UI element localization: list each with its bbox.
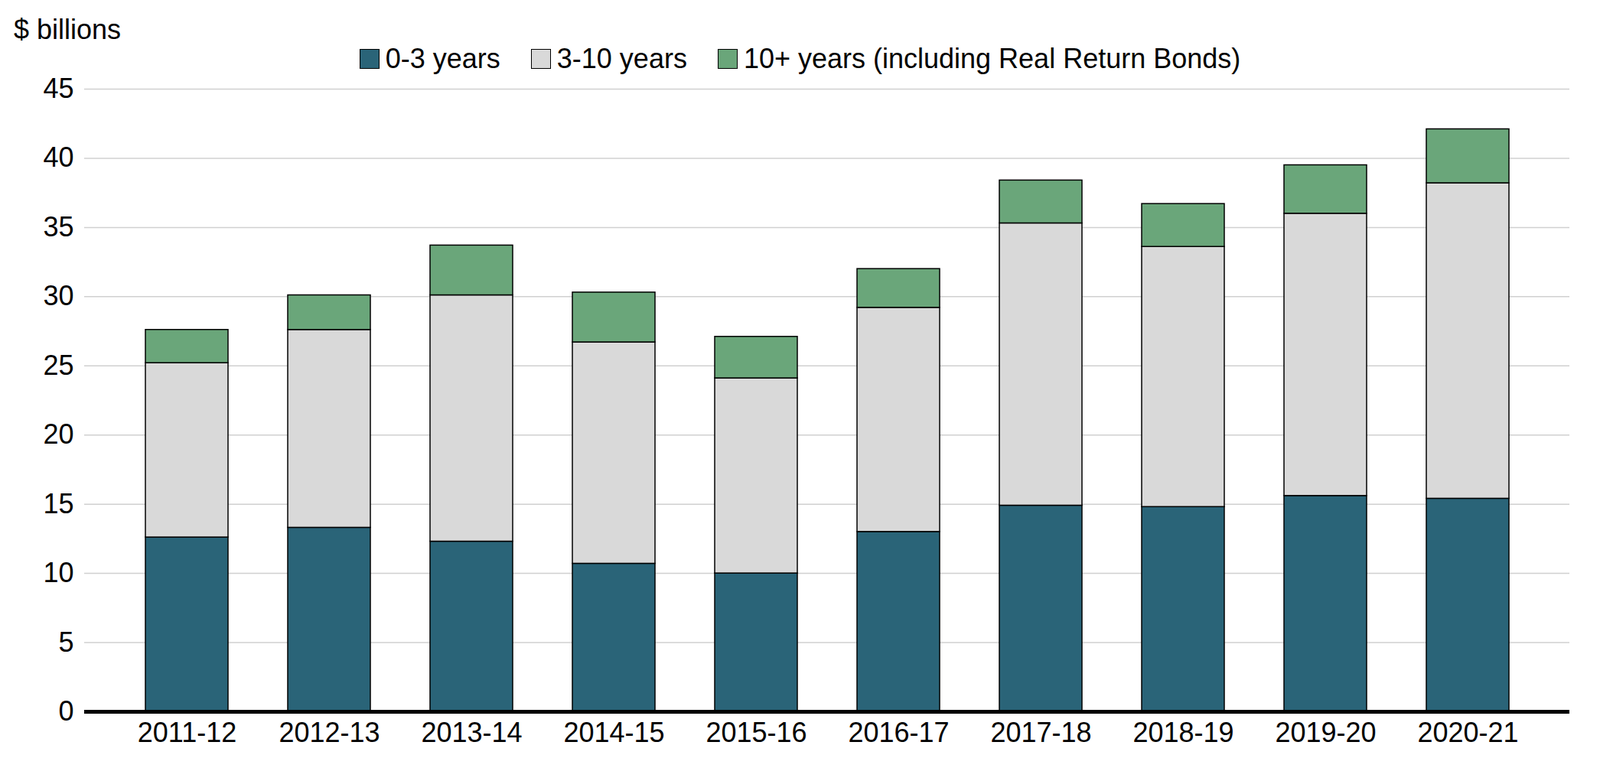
svg-text:35: 35	[42, 211, 74, 243]
html-text:10+ years (including Real Retu: 10+ years (including Real Return Bonds)	[743, 42, 1241, 75]
svg-text:2013-14: 2013-14	[420, 716, 522, 749]
svg-text:2019-20: 2019-20	[1274, 716, 1376, 749]
svg-text:2012-13: 2012-13	[278, 716, 380, 749]
svg-text:25: 25	[42, 349, 74, 382]
svg-text:45: 45	[42, 73, 74, 105]
svg-text:2017-18: 2017-18	[990, 716, 1092, 749]
html-text:$ billions: $ billions	[13, 13, 121, 46]
svg-text:2011-12: 2011-12	[137, 716, 237, 749]
svg-text:5: 5	[58, 626, 74, 659]
svg-text:2014-15: 2014-15	[563, 716, 665, 749]
svg-text:20: 20	[42, 418, 74, 450]
svg-text:0: 0	[58, 695, 74, 727]
html-text:0-3 years: 0-3 years	[385, 42, 501, 75]
svg-text:40: 40	[42, 141, 74, 173]
svg-text:2018-19: 2018-19	[1132, 716, 1234, 749]
svg-text:10: 10	[42, 557, 74, 589]
html-text:3-10 years: 3-10 years	[556, 42, 688, 75]
svg-text:2020-21: 2020-21	[1417, 716, 1519, 749]
svg-text:30: 30	[42, 280, 74, 312]
svg-text:15: 15	[42, 488, 74, 520]
svg-text:2015-16: 2015-16	[705, 716, 807, 749]
svg-text:2016-17: 2016-17	[847, 716, 949, 749]
